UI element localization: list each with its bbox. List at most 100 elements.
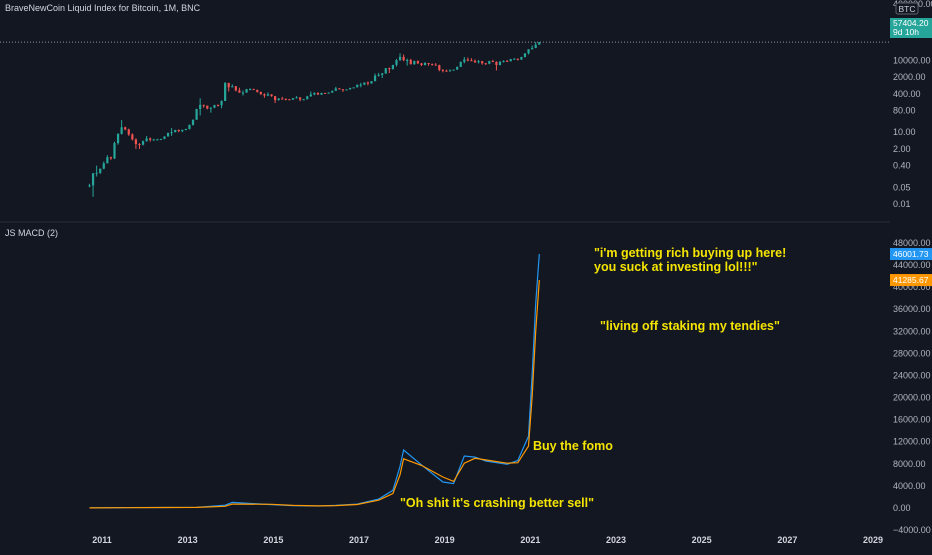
candle-body — [313, 93, 316, 95]
candle-body — [266, 94, 270, 96]
candle-body — [316, 93, 320, 95]
candle-body — [520, 57, 523, 60]
macd-y-tick: −4000.00 — [893, 525, 931, 535]
candle-body — [166, 132, 170, 137]
price-y-tick: 400.00 — [893, 89, 921, 99]
candle-body — [277, 98, 280, 101]
candle-body — [445, 70, 448, 72]
candle-body — [159, 138, 163, 140]
candle-body — [99, 168, 102, 173]
candle-body — [381, 73, 384, 75]
candle-body — [259, 91, 262, 95]
candle-body — [538, 42, 541, 45]
candle-body — [195, 108, 198, 120]
candle-body — [495, 61, 498, 65]
candle-body — [384, 68, 387, 74]
price-pane[interactable]: BraveNewCoin Liquid Index for Bitcoin, 1… — [0, 0, 932, 209]
candle-body — [470, 60, 473, 62]
macd-y-axis[interactable]: 48000.00 44000.00 40000.00 36000.00 32000.00… — [893, 238, 931, 535]
time-axis-label: 2023 — [606, 535, 626, 545]
candle-body — [356, 84, 359, 88]
candle-body — [191, 119, 195, 125]
candle-body — [341, 89, 345, 91]
candle-body — [152, 139, 155, 141]
time-axis-label: 2017 — [349, 535, 369, 545]
candle-body — [481, 61, 484, 64]
price-y-tick: 2000.00 — [893, 72, 926, 82]
candle-body — [88, 185, 91, 187]
candle-body — [338, 88, 341, 90]
candle-body — [113, 143, 116, 159]
candle-body — [345, 89, 348, 91]
candle-body — [170, 132, 173, 134]
candle-body — [134, 139, 138, 145]
candle-body — [498, 61, 502, 65]
candle-body — [323, 92, 327, 94]
macd-y-tick: 48000.00 — [893, 238, 931, 248]
candle-body — [491, 61, 494, 63]
candle-body — [302, 99, 305, 101]
time-axis-label: 2013 — [178, 535, 198, 545]
macd-pane-title: JS MACD (2) — [5, 228, 58, 238]
price-y-tick: 0.01 — [893, 199, 911, 209]
time-axis-label: 2029 — [863, 535, 883, 545]
candle-body — [309, 94, 312, 97]
macd-last-value-box — [890, 248, 932, 261]
signal-last-value-box — [890, 274, 932, 287]
candle-body — [91, 173, 95, 186]
candle-body — [252, 88, 255, 90]
candle-body — [102, 163, 105, 169]
candle-body — [331, 90, 334, 93]
candle-body — [406, 59, 409, 61]
candle-body — [245, 89, 248, 93]
candles[interactable] — [88, 42, 541, 197]
candle-body — [174, 129, 177, 133]
macd-y-tick: 8000.00 — [893, 459, 926, 469]
price-y-tick: 80.00 — [893, 106, 916, 116]
candle-body — [527, 49, 530, 54]
macd-pane[interactable]: JS MACD (2) 48000.00 44000.00 40000.00 3600… — [5, 228, 932, 535]
candle-body — [270, 94, 273, 97]
price-pane-title: BraveNewCoin Liquid Index for Bitcoin, 1… — [5, 3, 201, 13]
candle-body — [398, 56, 402, 61]
candle-body — [523, 53, 527, 58]
candle-body — [452, 69, 455, 71]
price-y-tick: 2.00 — [893, 144, 911, 154]
candle-body — [434, 64, 437, 66]
price-y-tick: 0.40 — [893, 161, 911, 171]
macd-y-tick: 24000.00 — [893, 370, 931, 380]
candle-body — [199, 104, 202, 109]
candle-body — [106, 157, 109, 164]
candle-body — [202, 104, 205, 106]
candle-body — [234, 86, 237, 91]
macd-y-tick: 20000.00 — [893, 393, 931, 403]
candle-body — [298, 97, 302, 100]
candle-body — [488, 61, 491, 64]
candle-body — [149, 138, 152, 140]
candle-body — [256, 89, 259, 92]
time-axis[interactable]: 2011 2013 2015 2017 2019 2021 2023 2025 2027 2029 — [92, 535, 883, 545]
candle-body — [238, 90, 241, 93]
time-axis-label: 2019 — [435, 535, 455, 545]
candle-body — [348, 88, 352, 90]
candle-body — [241, 92, 245, 94]
macd-y-tick: 28000.00 — [893, 348, 931, 358]
candle-body — [181, 129, 184, 132]
last-price-value: 57404.20 — [893, 18, 929, 28]
annotation-tendies: "living off staking my tendies" — [600, 319, 780, 333]
currency-badge-box — [895, 2, 919, 15]
candle-body — [438, 65, 441, 70]
currency-badge-text: BTC — [899, 4, 916, 14]
last-price-badge-box — [890, 18, 932, 38]
candle-body — [456, 66, 459, 70]
candle-body — [463, 59, 466, 62]
candle-body — [177, 129, 180, 132]
candle-body — [359, 84, 362, 86]
candle-body — [95, 172, 98, 174]
candle-body — [227, 82, 230, 88]
time-axis-label: 2015 — [263, 535, 283, 545]
candle-body — [441, 69, 444, 71]
candle-body — [320, 92, 323, 95]
